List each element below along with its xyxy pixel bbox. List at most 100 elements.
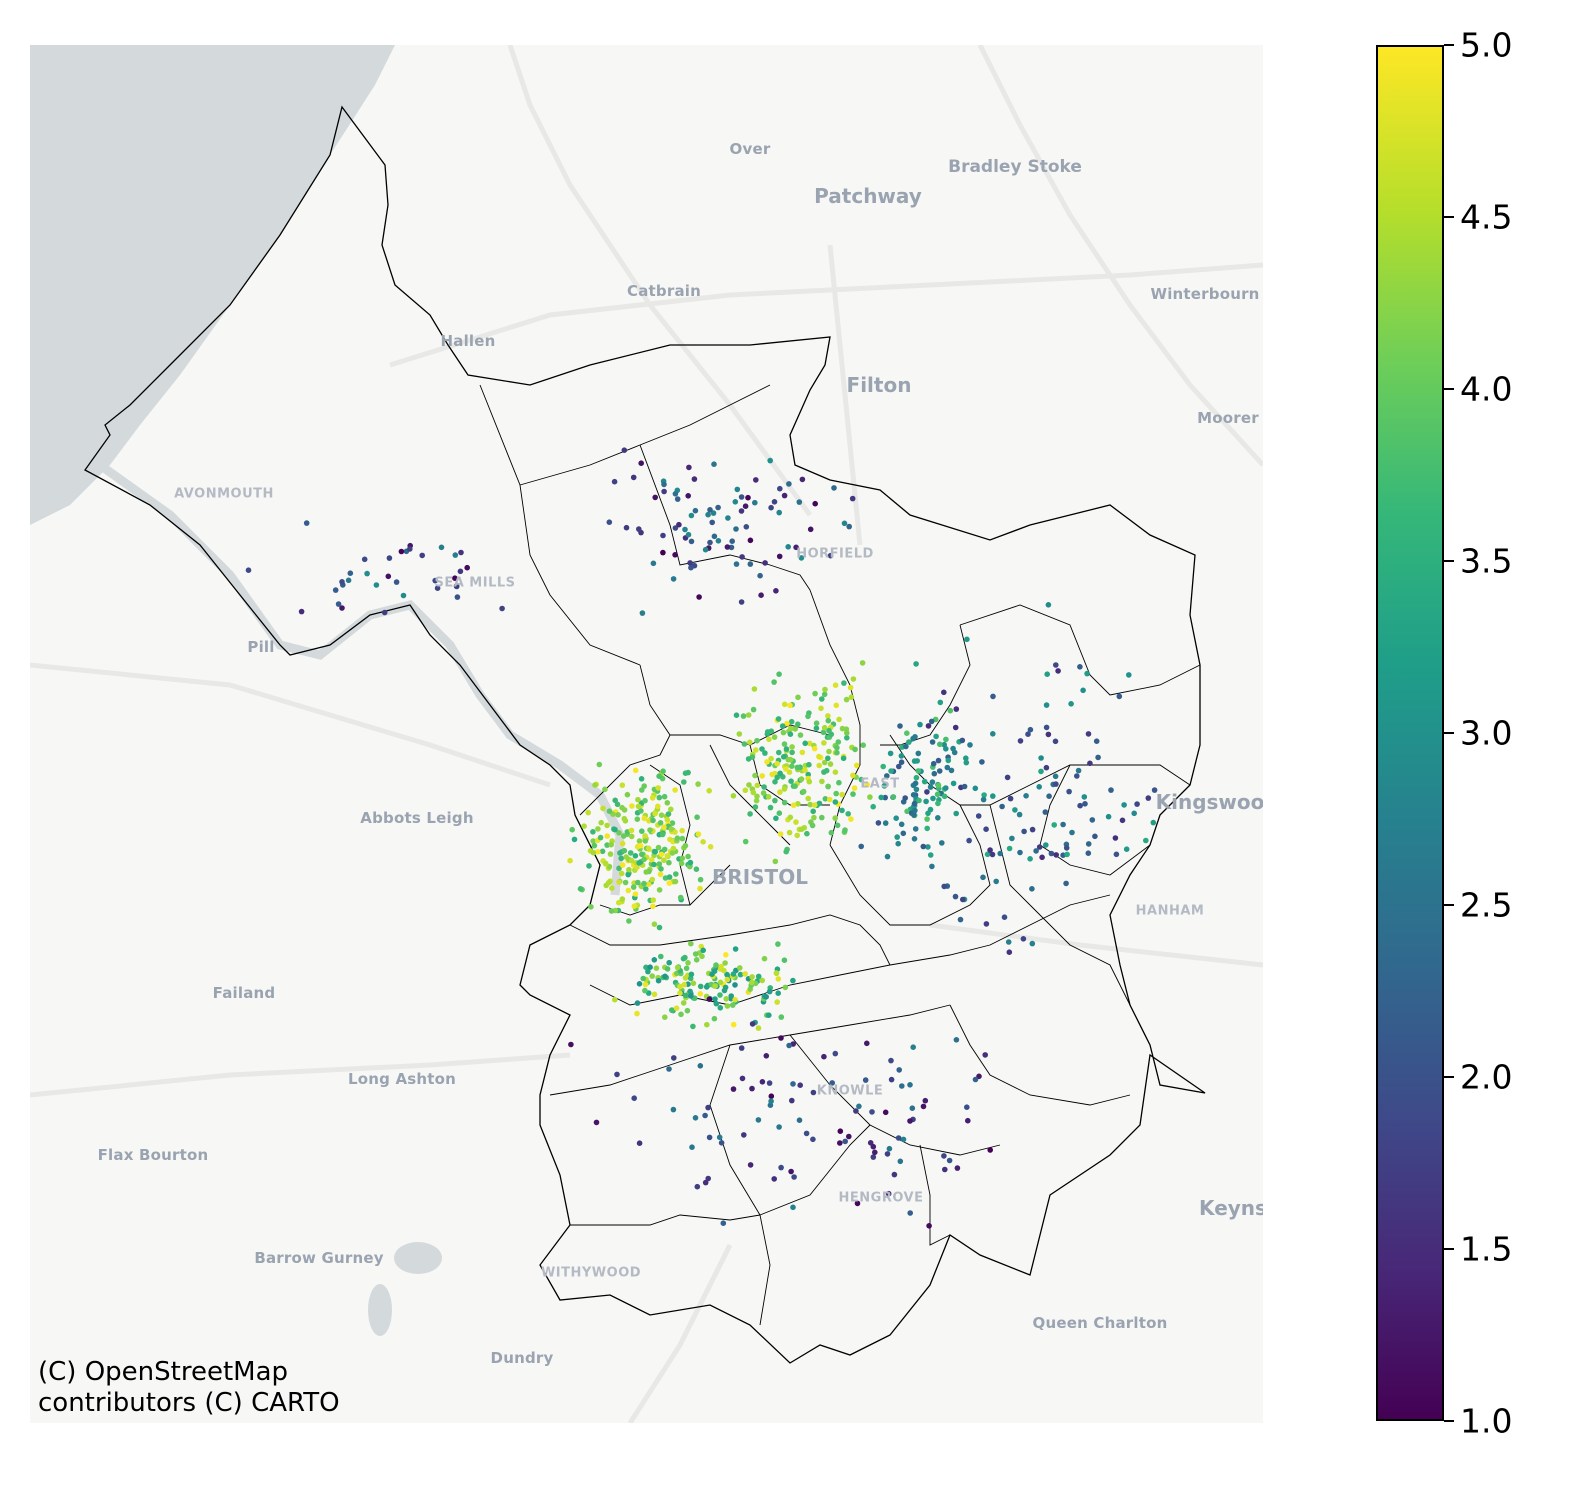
data-point — [453, 583, 460, 589]
data-point — [812, 690, 818, 697]
data-point — [339, 579, 345, 585]
data-point — [754, 793, 760, 800]
data-point — [617, 850, 623, 856]
data-point — [725, 515, 731, 521]
data-point — [768, 1098, 774, 1104]
data-point — [816, 762, 822, 769]
data-point — [1046, 793, 1052, 799]
data-point — [777, 831, 784, 837]
data-point — [677, 983, 683, 990]
data-point — [753, 477, 759, 483]
data-point — [910, 1044, 916, 1050]
data-point — [1052, 773, 1059, 780]
data-point — [656, 794, 663, 801]
data-point — [597, 834, 604, 841]
data-point — [624, 829, 631, 835]
data-point — [778, 1164, 784, 1171]
data-point — [709, 971, 715, 977]
data-point — [990, 793, 996, 799]
data-point — [672, 787, 678, 793]
data-point — [897, 723, 903, 729]
data-point — [619, 862, 626, 868]
data-point — [816, 800, 823, 807]
data-point — [685, 960, 691, 966]
data-point — [935, 815, 941, 821]
data-point — [1077, 802, 1083, 809]
data-point — [783, 746, 790, 752]
data-point — [1116, 693, 1123, 700]
data-point — [588, 904, 594, 910]
data-point — [867, 794, 873, 800]
data-point — [581, 823, 587, 829]
data-point — [614, 801, 621, 808]
data-point — [959, 737, 966, 744]
data-point — [673, 1005, 680, 1011]
data-point — [850, 772, 856, 779]
data-point — [941, 741, 947, 748]
data-point — [822, 796, 829, 802]
data-point — [733, 561, 740, 567]
data-point — [666, 1066, 672, 1072]
place-label-queen-charlton: Queen Charlton — [1032, 1314, 1168, 1332]
data-point — [662, 1014, 668, 1020]
data-point — [692, 1115, 699, 1121]
data-point — [619, 896, 626, 902]
data-point — [722, 960, 728, 966]
data-point — [680, 1000, 687, 1006]
data-point — [630, 884, 637, 890]
data-point — [345, 577, 352, 584]
data-point — [967, 742, 973, 748]
data-point — [711, 533, 718, 540]
data-point — [618, 870, 625, 877]
data-point — [1053, 852, 1059, 858]
data-point — [747, 537, 754, 544]
data-point — [631, 903, 638, 909]
data-point — [733, 712, 740, 718]
data-point — [458, 549, 464, 556]
data-point — [666, 959, 672, 966]
data-point — [819, 696, 825, 702]
data-point — [1045, 731, 1052, 738]
attribution-line-1: (C) OpenStreetMap — [38, 1357, 289, 1387]
data-point — [730, 1086, 737, 1092]
data-point — [724, 1003, 731, 1009]
map-panel[interactable]: Over Bradley Stoke Patchway Catbrain Win… — [30, 45, 1263, 1423]
data-point — [1043, 764, 1050, 771]
data-point — [385, 573, 392, 580]
data-point — [720, 1220, 727, 1226]
data-point — [819, 814, 825, 821]
data-point — [615, 812, 621, 818]
data-point — [764, 759, 770, 765]
data-point — [1060, 821, 1066, 828]
data-point — [616, 899, 622, 906]
data-point — [1043, 842, 1049, 848]
data-point — [775, 716, 782, 722]
data-point — [776, 553, 783, 560]
data-point — [634, 816, 641, 822]
data-point — [987, 1147, 993, 1153]
data-point — [616, 865, 622, 872]
data-point — [813, 725, 820, 731]
data-point — [616, 830, 622, 836]
data-point — [1033, 848, 1039, 854]
data-point — [920, 1103, 927, 1110]
data-point — [835, 739, 842, 745]
data-point — [766, 988, 773, 995]
data-point — [840, 755, 847, 762]
data-point — [921, 778, 928, 785]
data-point — [834, 744, 840, 751]
data-point — [595, 849, 601, 855]
data-point — [993, 878, 999, 885]
data-point — [659, 831, 666, 838]
basemap-svg — [30, 45, 1263, 1423]
data-point — [1126, 672, 1132, 678]
data-point — [702, 546, 709, 553]
data-point — [697, 876, 704, 883]
data-point — [632, 853, 639, 859]
data-point — [666, 874, 673, 880]
data-point — [773, 588, 779, 594]
data-point — [843, 696, 850, 703]
data-point — [819, 778, 825, 785]
data-point — [609, 885, 615, 891]
data-point — [679, 827, 685, 834]
